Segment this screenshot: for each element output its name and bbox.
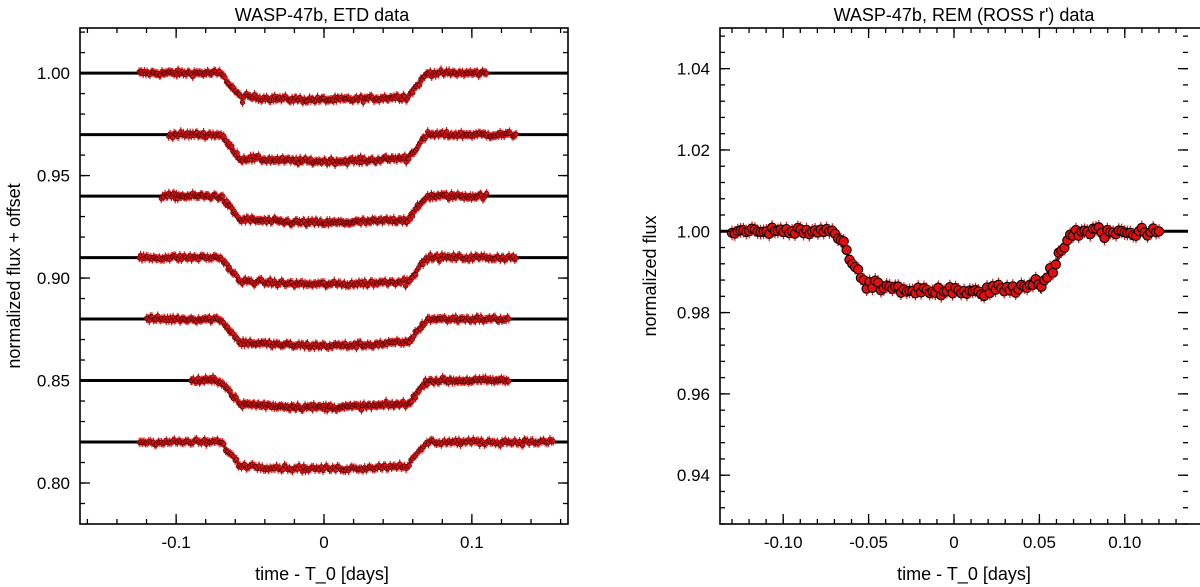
rem-x-tick-label: 0.10	[1108, 533, 1141, 552]
etd-data-point	[403, 283, 409, 289]
etd-y-tick-label: 0.85	[37, 372, 70, 391]
rem-y-tick-label: 1.00	[677, 222, 710, 241]
etd-chart-title: WASP-47b, ETD data	[235, 5, 410, 25]
etd-x-tick-label: 0.1	[460, 533, 484, 552]
etd-y-tick-label: 0.80	[37, 474, 70, 493]
rem-panel: WASP-47b, REM (ROSS r') data -0.10 -0.05 0…	[640, 5, 1200, 585]
etd-data-point	[513, 255, 519, 261]
etd-data-marks	[80, 65, 568, 476]
etd-data-point	[220, 193, 226, 199]
etd-y-tick-label: 1.00	[37, 64, 70, 83]
etd-data-point	[484, 70, 490, 76]
etd-x-axis-label: time - T_0 [days]	[255, 564, 389, 585]
rem-data-point	[841, 244, 852, 256]
etd-panel: WASP-47b, ETD data -0.1 0 0.1 0.80 0.85 0.90 0…	[4, 5, 569, 585]
etd-data-point	[234, 456, 240, 462]
rem-y-tick-label: 1.04	[677, 60, 710, 79]
rem-y-axis-label: normalized flux	[640, 215, 660, 336]
rem-y-tick-label: 0.94	[677, 466, 710, 485]
rem-data-point	[1050, 259, 1061, 270]
rem-x-tick-label: 0	[949, 533, 958, 552]
etd-axis-ticks: -0.1 0 0.1 0.80 0.85 0.90 0.95 1.00	[37, 28, 568, 552]
etd-data-point	[229, 143, 235, 149]
rem-y-tick-label: 1.02	[677, 141, 710, 160]
etd-y-tick-label: 0.95	[37, 167, 70, 186]
rem-chart-title: WASP-47b, REM (ROSS r') data	[834, 5, 1096, 25]
etd-data-point	[550, 438, 556, 444]
etd-data-point	[409, 399, 415, 405]
etd-x-tick-label: 0	[319, 533, 328, 552]
etd-model-line-3	[80, 194, 568, 225]
rem-data-point	[1153, 226, 1165, 237]
rem-y-tick-label: 0.96	[677, 385, 710, 404]
etd-x-tick-label: -0.1	[161, 533, 190, 552]
etd-data-point	[417, 82, 423, 88]
etd-data-point	[221, 441, 227, 447]
rem-x-tick-label: -0.10	[764, 533, 803, 552]
rem-data-marks	[720, 220, 1188, 304]
rem-plot-frame	[719, 27, 1200, 525]
rem-x-axis-label: time - T_0 [days]	[897, 564, 1031, 585]
etd-y-tick-label: 0.90	[37, 269, 70, 288]
etd-data-point	[506, 316, 512, 322]
rem-axis-ticks: -0.10 -0.05 0 0.05 0.10 0.94 0.96 0.98 1.00 1.02 1…	[677, 28, 1188, 552]
rem-y-tick-label: 0.98	[677, 304, 710, 323]
rem-x-tick-label: -0.05	[849, 533, 888, 552]
etd-data-point	[506, 378, 512, 384]
etd-data-point	[513, 131, 519, 137]
rem-x-tick-label: 0.05	[1023, 533, 1056, 552]
etd-data-point	[484, 190, 490, 197]
etd-y-axis-label: normalized flux + offset	[4, 183, 24, 368]
